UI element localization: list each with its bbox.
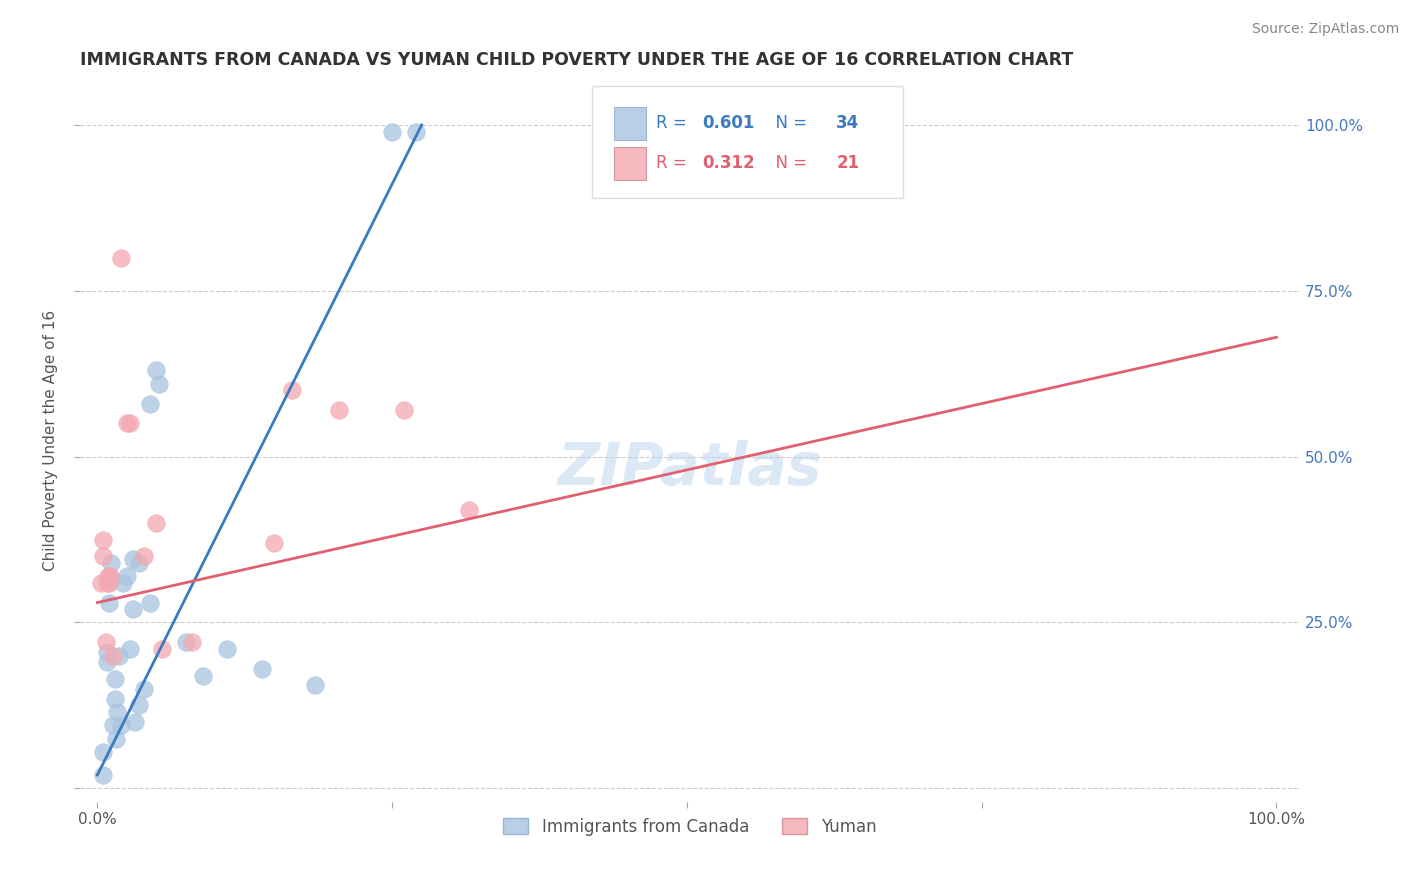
Point bbox=[100, 556, 122, 570]
Point bbox=[96, 655, 118, 669]
Text: 34: 34 bbox=[837, 114, 859, 132]
Point bbox=[304, 678, 326, 692]
Text: IMMIGRANTS FROM CANADA VS YUMAN CHILD POVERTY UNDER THE AGE OF 16 CORRELATION CH: IMMIGRANTS FROM CANADA VS YUMAN CHILD PO… bbox=[80, 51, 1073, 69]
Point bbox=[328, 403, 350, 417]
Point bbox=[98, 596, 121, 610]
Point bbox=[139, 596, 162, 610]
Point bbox=[104, 691, 127, 706]
Legend: Immigrants from Canada, Yuman: Immigrants from Canada, Yuman bbox=[495, 809, 884, 844]
Point bbox=[120, 417, 142, 431]
Point bbox=[101, 648, 124, 663]
Point bbox=[128, 556, 150, 570]
Point bbox=[145, 363, 167, 377]
Point bbox=[96, 575, 118, 590]
Point bbox=[91, 768, 114, 782]
Point bbox=[91, 533, 114, 547]
Point bbox=[134, 549, 156, 563]
Text: Source: ZipAtlas.com: Source: ZipAtlas.com bbox=[1251, 22, 1399, 37]
Point bbox=[98, 575, 121, 590]
Point bbox=[263, 536, 285, 550]
Point bbox=[90, 575, 112, 590]
Text: N =: N = bbox=[765, 154, 813, 172]
Point bbox=[105, 731, 128, 746]
Point bbox=[97, 569, 120, 583]
FancyBboxPatch shape bbox=[592, 86, 904, 198]
Point bbox=[96, 645, 118, 659]
Text: R =: R = bbox=[655, 154, 692, 172]
Point bbox=[139, 396, 162, 410]
Point bbox=[91, 549, 114, 563]
Point bbox=[110, 718, 132, 732]
Point bbox=[215, 642, 238, 657]
Point bbox=[150, 642, 173, 657]
Point bbox=[134, 681, 156, 696]
Point bbox=[112, 575, 135, 590]
Point bbox=[121, 552, 143, 566]
Point bbox=[148, 376, 170, 391]
Text: R =: R = bbox=[655, 114, 692, 132]
Point bbox=[98, 569, 121, 583]
Text: 21: 21 bbox=[837, 154, 859, 172]
Text: 0.601: 0.601 bbox=[702, 114, 755, 132]
Point bbox=[180, 635, 202, 649]
Point bbox=[145, 516, 167, 530]
Point bbox=[115, 417, 138, 431]
Text: 0.312: 0.312 bbox=[702, 154, 755, 172]
Text: N =: N = bbox=[765, 114, 813, 132]
Point bbox=[124, 714, 146, 729]
Text: ZIPatlas: ZIPatlas bbox=[558, 441, 823, 498]
Point bbox=[104, 672, 127, 686]
Point bbox=[110, 251, 132, 265]
FancyBboxPatch shape bbox=[614, 146, 645, 180]
Point bbox=[128, 698, 150, 713]
Point bbox=[405, 125, 427, 139]
Y-axis label: Child Poverty Under the Age of 16: Child Poverty Under the Age of 16 bbox=[44, 310, 58, 571]
Point bbox=[120, 642, 142, 657]
Point bbox=[381, 125, 404, 139]
Point bbox=[94, 635, 117, 649]
Point bbox=[174, 635, 197, 649]
Point bbox=[101, 718, 124, 732]
Point bbox=[105, 705, 128, 719]
Point bbox=[100, 573, 122, 587]
Point bbox=[115, 569, 138, 583]
Point bbox=[107, 648, 129, 663]
Point bbox=[121, 602, 143, 616]
Point bbox=[193, 668, 215, 682]
Point bbox=[392, 403, 415, 417]
Point bbox=[281, 384, 304, 398]
Point bbox=[252, 662, 274, 676]
Point bbox=[457, 502, 479, 516]
Point bbox=[91, 745, 114, 759]
FancyBboxPatch shape bbox=[614, 107, 645, 140]
